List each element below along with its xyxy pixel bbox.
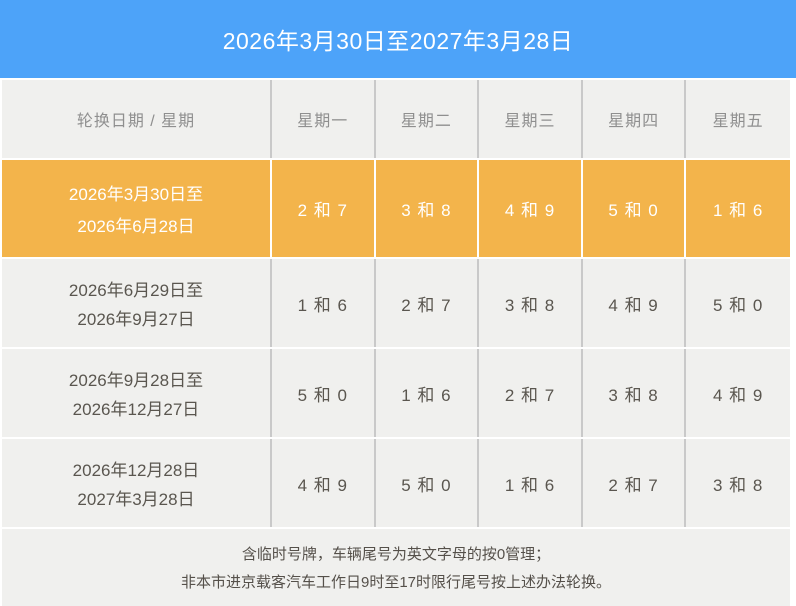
period-line2: 2026年6月28日	[77, 217, 195, 237]
restricted-numbers-cell: 1 和 6	[479, 439, 583, 527]
period-line2: 2026年9月27日	[77, 310, 195, 330]
period-line1: 2026年12月28日	[72, 460, 200, 480]
column-header-monday: 星期一	[272, 80, 376, 158]
column-header-wednesday: 星期三	[479, 80, 583, 158]
column-header-thursday: 星期四	[582, 80, 687, 158]
period-line1: 2026年9月28日至	[68, 370, 204, 390]
restricted-numbers-cell: 2 和 7	[272, 160, 376, 257]
column-header-period: 轮换日期 / 星期	[2, 80, 272, 158]
period-line2: 2026年12月27日	[72, 400, 200, 420]
restricted-numbers-cell: 3 和 8	[479, 259, 583, 347]
period-cell: 2026年6月29日至 2026年9月27日	[2, 259, 272, 347]
period-cell: 2026年3月30日至 2026年6月28日	[2, 160, 272, 257]
restricted-numbers-cell: 4 和 9	[479, 160, 583, 257]
period-line2: 2027年3月28日	[77, 490, 195, 510]
period-banner-title: 2026年3月30日至2027年3月28日	[222, 28, 574, 54]
column-header-friday: 星期五	[686, 80, 790, 158]
table-header-row: 轮换日期 / 星期 星期一 星期二 星期三 星期四 星期五	[2, 80, 790, 158]
period-cell: 2026年9月28日至 2026年12月27日	[2, 349, 272, 437]
restricted-numbers-cell: 2 和 7	[375, 259, 480, 347]
restricted-numbers-cell: 5 和 0	[272, 349, 376, 437]
footnote-line2: 非本市进京载客汽车工作日9时至17时限行尾号按上述办法轮换。	[180, 573, 612, 591]
restricted-numbers-cell: 1 和 6	[272, 259, 376, 347]
restricted-numbers-cell: 4 和 9	[582, 259, 687, 347]
restricted-numbers-cell: 4 和 9	[686, 349, 790, 437]
period-line1: 2026年6月29日至	[68, 280, 204, 300]
restricted-numbers-cell: 5 和 0	[375, 439, 480, 527]
column-header-tuesday: 星期二	[375, 80, 480, 158]
restricted-numbers-cell: 2 和 7	[582, 439, 687, 527]
table-row: 2026年3月30日至 2026年6月28日 2 和 7 3 和 8 4 和 9…	[2, 160, 790, 257]
period-line1: 2026年3月30日至	[68, 184, 204, 204]
restricted-numbers-cell: 1 和 6	[375, 349, 480, 437]
restricted-numbers-cell: 5 和 0	[686, 259, 790, 347]
period-banner: 2026年3月30日至2027年3月28日	[0, 0, 796, 78]
table-row: 2026年9月28日至 2026年12月27日 5 和 0 1 和 6 2 和 …	[2, 349, 790, 437]
restricted-numbers-cell: 4 和 9	[272, 439, 376, 527]
restricted-numbers-cell: 1 和 6	[686, 160, 790, 257]
footnote-line1: 含临时号牌，车辆尾号为英文字母的按0管理；	[241, 546, 551, 564]
table-row: 2026年12月28日 2027年3月28日 4 和 9 5 和 0 1 和 6…	[2, 439, 790, 527]
table-footnote: 含临时号牌，车辆尾号为英文字母的按0管理； 非本市进京载客汽车工作日9时至17时…	[2, 529, 790, 606]
rotation-table: 轮换日期 / 星期 星期一 星期二 星期三 星期四 星期五 2026年3月30日…	[2, 80, 790, 606]
restricted-numbers-cell: 2 和 7	[479, 349, 583, 437]
restricted-numbers-cell: 3 和 8	[686, 439, 790, 527]
table-row: 2026年6月29日至 2026年9月27日 1 和 6 2 和 7 3 和 8…	[2, 259, 790, 347]
restricted-numbers-cell: 5 和 0	[582, 160, 687, 257]
restricted-numbers-cell: 3 和 8	[582, 349, 687, 437]
restricted-numbers-cell: 3 和 8	[375, 160, 480, 257]
period-cell: 2026年12月28日 2027年3月28日	[2, 439, 272, 527]
